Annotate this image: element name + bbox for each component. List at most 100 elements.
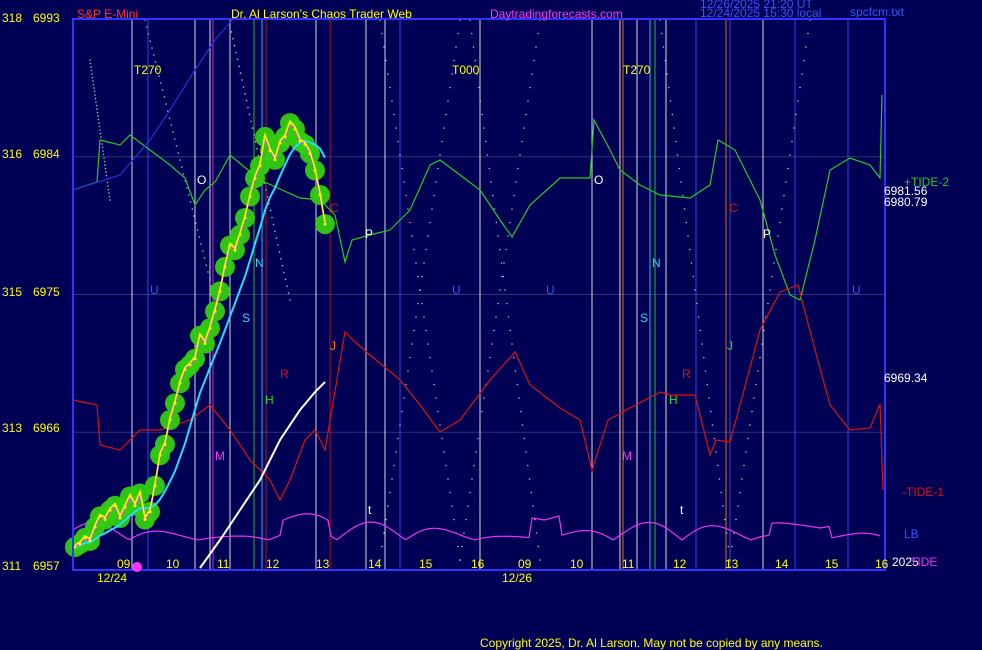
cycle-dot	[97, 118, 100, 121]
x-tick-label: 16	[875, 557, 889, 571]
cycle-dot	[397, 437, 399, 440]
cycle-dot	[499, 289, 501, 291]
cycle-dot	[525, 451, 527, 453]
cycle-dot	[275, 237, 278, 239]
cycle-dot	[278, 251, 281, 253]
cycle-dot	[433, 194, 435, 197]
cycle-dot	[154, 61, 157, 63]
cycle-dot	[167, 110, 169, 112]
cycle-dot	[479, 424, 481, 426]
price-point	[218, 289, 222, 293]
cycle-dot	[509, 221, 511, 224]
price-point	[158, 453, 162, 457]
cycle-dot	[455, 46, 457, 48]
cycle-dot	[265, 189, 267, 191]
cycle-dot	[704, 370, 707, 372]
cycle-dot	[196, 229, 199, 231]
cycle-dot	[101, 143, 103, 145]
cycle-dot	[91, 76, 94, 79]
cycle-dot	[696, 302, 698, 305]
cycle-dot	[253, 134, 255, 136]
x-tick-label: 14	[368, 557, 382, 571]
cycle-dot	[389, 491, 391, 494]
cycle-dot	[106, 181, 109, 184]
vline-letter: P	[763, 227, 771, 241]
cycle-dot	[441, 140, 443, 143]
vline-letter: S	[640, 311, 648, 325]
cycle-dot	[91, 73, 93, 75]
legend-lb: LB	[904, 527, 919, 541]
cycle-dot	[457, 545, 459, 548]
price-point	[178, 381, 182, 385]
cycle-dot	[229, 24, 231, 26]
cycle-dot	[509, 329, 512, 332]
cycle-dot	[516, 383, 519, 386]
vline-letter: J	[727, 339, 733, 353]
price-point	[283, 135, 287, 139]
legend-plus-tide-2: +TIDE-2	[904, 175, 949, 189]
cycle-dot	[232, 38, 234, 40]
vline-letter: P	[365, 227, 373, 241]
cycle-dot	[539, 559, 541, 561]
cycle-dot	[103, 157, 105, 159]
cycle-dot	[95, 101, 97, 103]
cycle-dot	[99, 129, 101, 131]
y-right-label: 6957	[33, 559, 60, 573]
cycle-dot	[495, 316, 497, 318]
cycle-dot	[379, 559, 381, 561]
cycle-dot	[531, 73, 533, 75]
price-point	[138, 492, 142, 495]
cycle-dot	[427, 235, 429, 237]
vline-letter: t	[368, 503, 372, 517]
cycle-dot	[256, 148, 258, 150]
cycle-dot	[749, 424, 751, 426]
cycle-dot	[251, 127, 254, 129]
cycle-dot	[445, 464, 447, 467]
vline-letter: M	[622, 449, 632, 463]
cycle-dot	[711, 424, 714, 426]
price-point	[253, 176, 257, 180]
cycle-dot	[413, 248, 415, 251]
vline-letter: M	[215, 449, 225, 463]
cycle-dot	[287, 292, 290, 294]
cycle-dot	[801, 73, 803, 75]
cycle-dot	[389, 86, 391, 89]
cycle-dot	[89, 59, 91, 61]
vline-letter: U	[150, 283, 159, 297]
cycle-dot	[708, 397, 710, 399]
x-tick-label: 12	[673, 557, 687, 571]
site-url[interactable]: Daytradingforecasts.com	[490, 7, 623, 21]
cycle-dot	[168, 117, 171, 119]
price-point	[198, 334, 202, 338]
cycle-dot	[523, 127, 525, 129]
tide-curve	[72, 513, 881, 541]
cycle-dot	[457, 32, 459, 35]
x-tick-label: 15	[419, 557, 433, 571]
cycle-dot	[107, 185, 109, 187]
cycle-dot	[429, 221, 431, 224]
price-point	[128, 495, 132, 498]
cycle-dot	[165, 103, 167, 105]
cycle-dot	[274, 230, 276, 233]
price-point	[118, 516, 122, 520]
cycle-dot	[777, 235, 779, 237]
cycle-label: T270	[134, 63, 162, 77]
cycle-dot	[230, 31, 233, 33]
cycle-dot	[435, 181, 437, 183]
right-value: 6980.79	[884, 195, 928, 209]
x-tick-label: 12	[266, 557, 280, 571]
cycle-dot	[718, 478, 721, 480]
cycle-dot	[483, 397, 485, 399]
y-left-label: 316	[2, 147, 22, 161]
cycle-dot	[481, 113, 484, 116]
cycle-dot	[481, 410, 483, 413]
cycle-dot	[182, 173, 185, 175]
cycle-dot	[233, 44, 236, 47]
cycle-dot	[517, 167, 519, 170]
price-point	[93, 525, 97, 529]
cycle-dot	[469, 491, 471, 494]
cycle-dot	[451, 73, 453, 75]
cycle-dot	[737, 505, 739, 507]
cycle-dot	[666, 73, 668, 75]
